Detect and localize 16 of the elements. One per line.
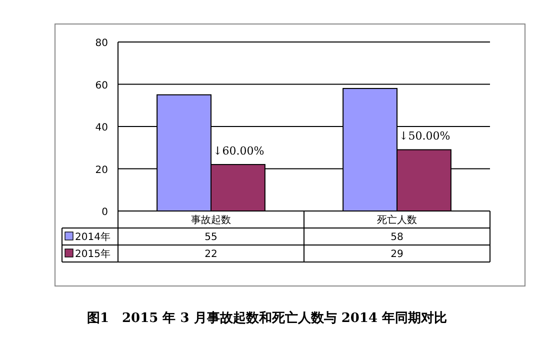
- y-tick-label: 20: [95, 164, 108, 176]
- y-tick-label: 60: [95, 80, 108, 92]
- x-tick-label: 死亡人数: [377, 214, 417, 226]
- annotation: ↓60.00%: [213, 144, 264, 158]
- legend-label: 2015年: [75, 248, 110, 260]
- y-tick-label: 80: [95, 38, 108, 49]
- y-tick-label: 40: [95, 122, 108, 134]
- data-label: 58: [390, 232, 404, 243]
- y-tick-label: 0: [102, 207, 108, 218]
- x-tick-label: 事故起数: [191, 214, 231, 226]
- annotation: ↓50.00%: [399, 130, 450, 143]
- data-label: 22: [204, 249, 218, 260]
- data-label: 29: [390, 249, 404, 260]
- data-label: 55: [204, 232, 218, 243]
- legend-label: 2014年: [75, 231, 110, 243]
- text: 图1 2015 年 3 月事故起数和死亡人数与 2014 年同期对比: [86, 310, 448, 326]
